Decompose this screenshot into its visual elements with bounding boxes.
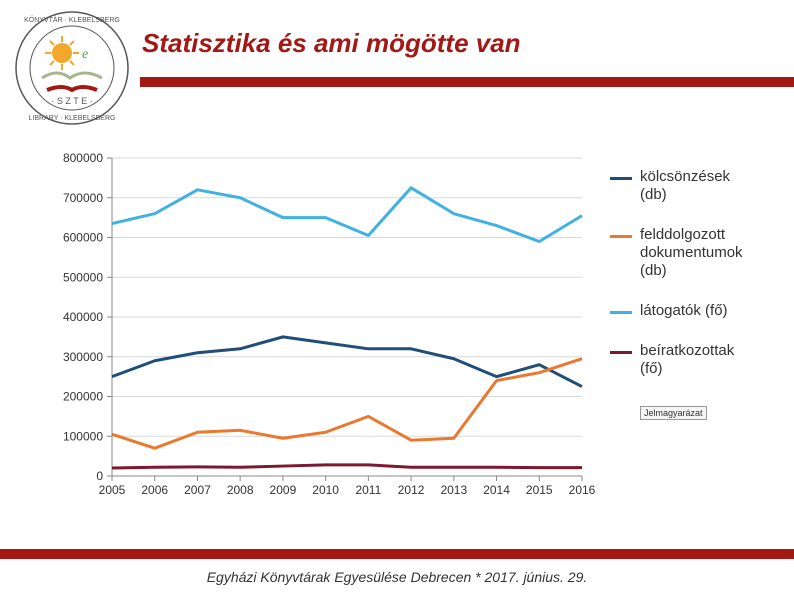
svg-text:2006: 2006 (141, 483, 168, 497)
svg-text:· S Z T E ·: · S Z T E · (51, 96, 92, 106)
svg-text:600000: 600000 (63, 231, 103, 245)
svg-text:200000: 200000 (63, 390, 103, 404)
legend-label: látogatók (fő) (640, 302, 728, 320)
legend-item-beiratkozottak: beíratkozottak (fő) (610, 342, 750, 378)
header-red-bar (140, 77, 794, 87)
footer-red-bar (0, 549, 794, 559)
legend-swatch (610, 177, 632, 180)
svg-text:2014: 2014 (483, 483, 510, 497)
svg-text:700000: 700000 (63, 191, 103, 205)
legend-item-latogatok: látogatók (fő) (610, 302, 750, 320)
svg-text:2007: 2007 (184, 483, 211, 497)
svg-text:2013: 2013 (440, 483, 467, 497)
legend-badge: Jelmagyarázat (640, 406, 707, 420)
svg-text:500000: 500000 (63, 270, 103, 284)
svg-text:300000: 300000 (63, 350, 103, 364)
svg-text:400000: 400000 (63, 310, 103, 324)
svg-text:100000: 100000 (63, 429, 103, 443)
chart-legend: kölcsönzések (db) felddolgozott dokument… (610, 168, 750, 420)
series-beiratkozottak (112, 465, 582, 468)
legend-item-kolcsonzesek: kölcsönzések (db) (610, 168, 750, 204)
svg-text:2011: 2011 (355, 483, 381, 497)
legend-label: felddolgozott dokumentumok (db) (640, 226, 750, 280)
legend-label: kölcsönzések (db) (640, 168, 750, 204)
legend-label: beíratkozottak (fő) (640, 342, 750, 378)
legend-swatch (610, 235, 632, 238)
svg-text:2005: 2005 (99, 483, 126, 497)
page-title: Statisztika és ami mögötte van (142, 28, 521, 59)
legend-swatch (610, 311, 632, 314)
svg-text:2010: 2010 (312, 483, 339, 497)
svg-text:2009: 2009 (270, 483, 297, 497)
svg-text:800000: 800000 (63, 151, 103, 165)
series-latogatok (112, 188, 582, 242)
logo-text-top: KÖNYVTÁR · KLEBELSBERG (24, 15, 120, 24)
legend-swatch (610, 351, 632, 354)
svg-text:2016: 2016 (569, 483, 596, 497)
legend-item-felddolgozott: felddolgozott dokumentumok (db) (610, 226, 750, 280)
svg-text:e: e (82, 47, 88, 62)
footer-text: Egyházi Könyvtárak Egyesülése Debrecen *… (0, 569, 794, 585)
library-logo: KÖNYVTÁR · KLEBELSBERG LIBRARY · KLEBELS… (12, 8, 132, 128)
logo-text-bottom: LIBRARY · KLEBELSBERG (29, 115, 116, 122)
svg-text:2008: 2008 (227, 483, 254, 497)
svg-text:0: 0 (96, 469, 103, 483)
line-chart: 0 100000 200000 300000 400000 500000 600000 700… (50, 150, 750, 520)
svg-text:2012: 2012 (398, 483, 425, 497)
svg-text:2015: 2015 (526, 483, 553, 497)
